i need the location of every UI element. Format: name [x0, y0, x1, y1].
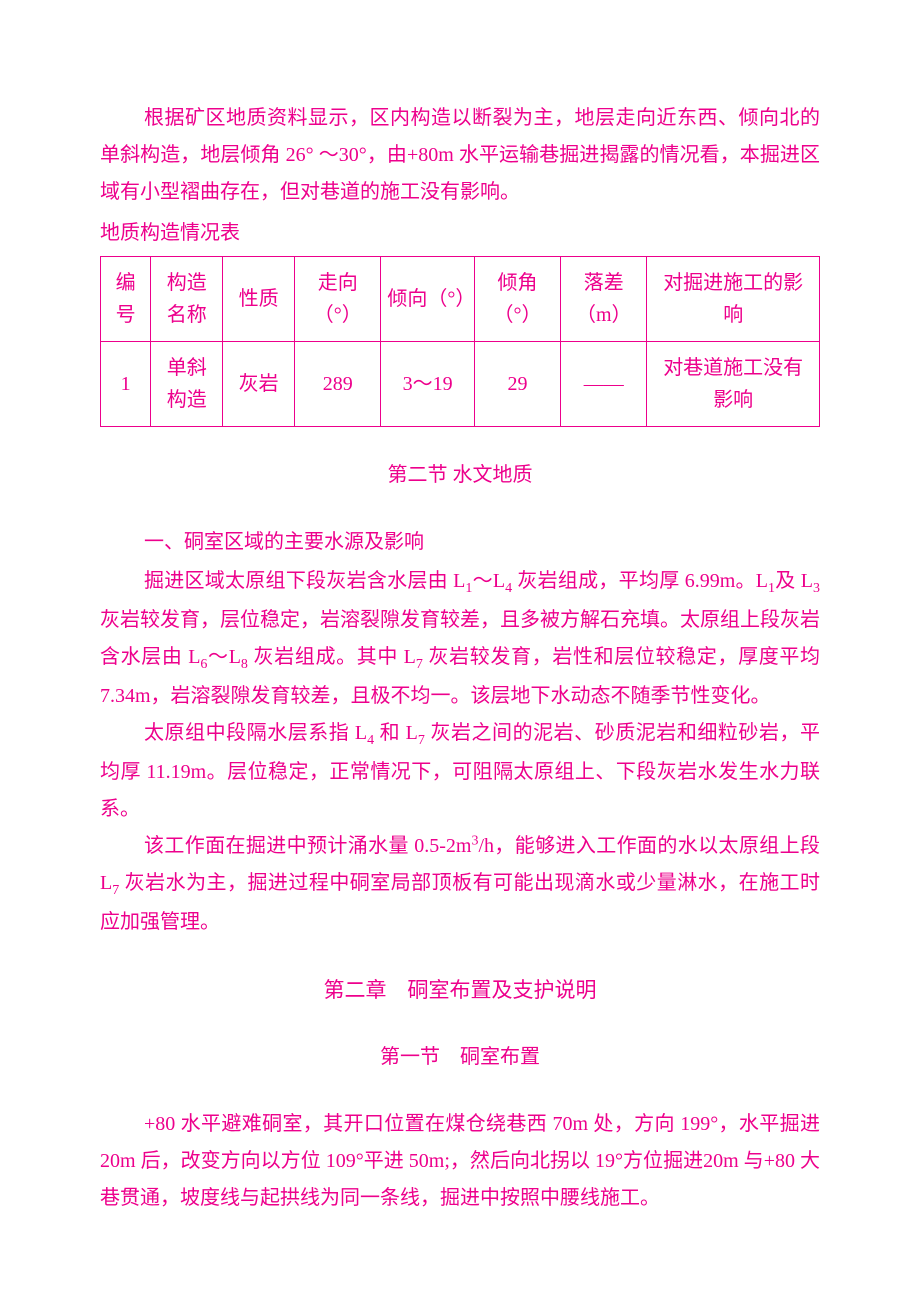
subscript: 7 [418, 733, 425, 748]
hydro-paragraph-3: 该工作面在掘进中预计涌水量 0.5-2m3/h，能够进入工作面的水以太原组上段 … [100, 828, 820, 941]
table-header-row: 编号 构造名称 性质 走向（°） 倾向（°） 倾角（°） 落差（m） 对掘进施工… [101, 257, 820, 342]
hydro-paragraph-2: 太原组中段隔水层系指 L4 和 L7 灰岩之间的泥岩、砂质泥岩和细粒砂岩，平均厚… [100, 715, 820, 828]
th-id: 编号 [101, 257, 151, 342]
th-drop: 落差（m） [561, 257, 647, 342]
text-span: 和 L [374, 722, 418, 744]
table-caption: 地质构造情况表 [100, 215, 820, 252]
subsection-1-title: 一、硐室区域的主要水源及影响 [100, 524, 820, 561]
text-span: 该工作面在掘进中预计涌水量 0.5-2m [144, 835, 471, 857]
geology-table: 编号 构造名称 性质 走向（°） 倾向（°） 倾角（°） 落差（m） 对掘进施工… [100, 256, 820, 427]
td-dip-direction: 3～19 [381, 342, 474, 427]
th-structure-name: 构造名称 [151, 257, 223, 342]
text-span: 太原组中段隔水层系指 L [144, 722, 367, 744]
subscript: 3 [813, 581, 820, 596]
th-impact: 对掘进施工的影响 [647, 257, 820, 342]
text-span: 灰岩水为主，掘进过程中硐室局部顶板有可能出现滴水或少量淋水，在施工时应加强管理。 [100, 872, 820, 933]
text-span: 灰岩组成。其中 L [248, 646, 416, 668]
subscript: 1 [768, 581, 775, 596]
td-structure-name: 单斜构造 [151, 342, 223, 427]
subscript: 7 [416, 657, 423, 672]
table-row: 1 单斜构造 灰岩 289 3～19 29 —— 对巷道施工没有影响 [101, 342, 820, 427]
intro-paragraph: 根据矿区地质资料显示，区内构造以断裂为主，地层走向近东西、倾向北的单斜构造，地层… [100, 100, 820, 211]
text-span: 及 L [775, 570, 813, 592]
section-2-hydrogeology-title: 第二节 水文地质 [100, 457, 820, 494]
th-strike: 走向（°） [295, 257, 381, 342]
td-impact: 对巷道施工没有影响 [647, 342, 820, 427]
td-id: 1 [101, 342, 151, 427]
text-span: 掘进区域太原组下段灰岩含水层由 L [144, 570, 465, 592]
th-dip-angle: 倾角（°） [474, 257, 560, 342]
chapter-2-title: 第二章 硐室布置及支护说明 [100, 971, 820, 1010]
hydro-paragraph-1: 掘进区域太原组下段灰岩含水层由 L1～L4 灰岩组成，平均厚 6.99m。L1及… [100, 563, 820, 715]
text-span: 灰岩组成，平均厚 6.99m。L [512, 570, 768, 592]
layout-paragraph: +80 水平避难硐室，其开口位置在煤仓绕巷西 70m 处，方向 199°，水平掘… [100, 1106, 820, 1217]
td-drop: —— [561, 342, 647, 427]
subscript: 8 [241, 657, 248, 672]
section-1-layout-title: 第一节 硐室布置 [100, 1039, 820, 1076]
text-span: ～L [472, 570, 505, 592]
th-dip-direction: 倾向（°） [381, 257, 474, 342]
td-dip-angle: 29 [474, 342, 560, 427]
td-nature: 灰岩 [223, 342, 295, 427]
th-nature: 性质 [223, 257, 295, 342]
td-strike: 289 [295, 342, 381, 427]
text-span: ～L [207, 646, 241, 668]
